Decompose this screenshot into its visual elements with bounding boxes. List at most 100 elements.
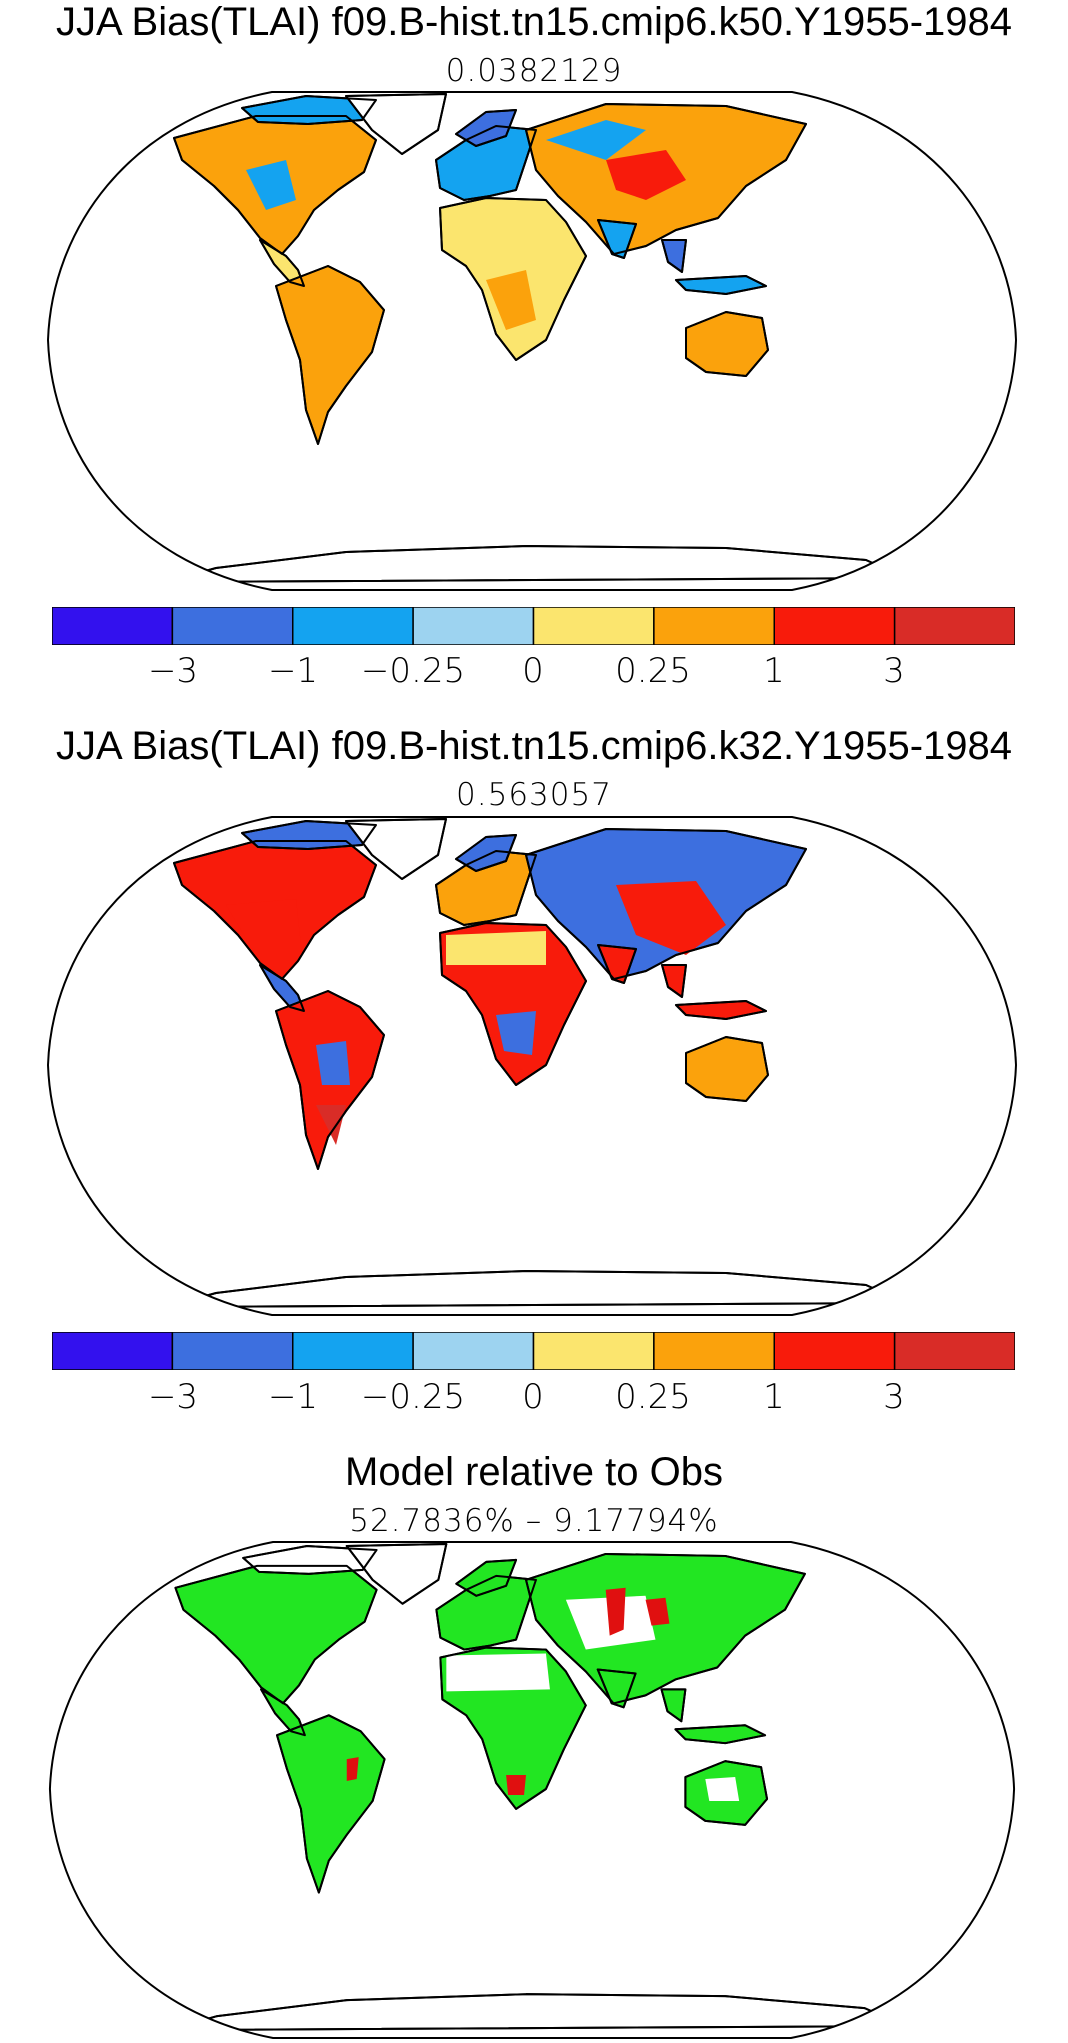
coastline-indonesia (674, 1724, 767, 1745)
coastline-india (596, 1668, 637, 1709)
coastline-indonesia (675, 1000, 767, 1020)
coastline-camerica (259, 964, 305, 1012)
landmass-antarctic (165, 545, 907, 583)
cbar1-tick-2: −0.25 (360, 651, 466, 691)
region-samerica3 (316, 1105, 346, 1145)
region-africa2 (486, 270, 536, 330)
panel2-subtitle: 0.563057 (456, 777, 612, 813)
colorbar-box-3 (412, 607, 535, 645)
coastline-africa (439, 1646, 587, 1810)
cbar2-tick-3: 0 (522, 1377, 544, 1417)
cbar2-tick-0: −3 (147, 1377, 199, 1417)
coastline-antarctic (165, 545, 907, 583)
region-africa2 (446, 1653, 550, 1692)
landmass-samerica (276, 1714, 386, 1894)
panel2-map (46, 816, 1018, 1316)
region-samerica2 (346, 1757, 359, 1782)
cbar1-tick-1: −1 (267, 651, 319, 691)
colorbar-box-2 (292, 607, 414, 645)
landmass-samerica (275, 265, 385, 445)
panel1-colorbar-labels: −3 −1 −0.25 0 0.25 1 3 (0, 654, 1068, 694)
colorbar-box-1 (171, 1332, 294, 1370)
coastline-scandi (455, 834, 517, 872)
panel2-colorbar (52, 1332, 1015, 1370)
coastline-canadaN (242, 1544, 378, 1575)
coastline-seasia (661, 239, 687, 273)
coastline-asia (525, 1552, 806, 1705)
region-asia (606, 150, 686, 200)
coastline-greenland (345, 1542, 448, 1605)
colorbar-box-4 (532, 607, 655, 645)
coastline-india (597, 219, 637, 259)
colorbar-box-0 (52, 607, 174, 645)
cbar1-tick-6: 3 (883, 651, 905, 691)
region-asia4 (645, 1597, 670, 1626)
region-africa3 (496, 1011, 536, 1055)
coastline-greenland (345, 93, 447, 155)
coastline-scandi (455, 109, 517, 147)
colorbar-box-4 (532, 1332, 655, 1370)
coastline-australia (685, 1036, 769, 1102)
region-asia2 (546, 120, 646, 160)
cbar1-tick-4: 0.25 (615, 651, 691, 691)
coastline-asia (525, 828, 807, 980)
colorbar-box-3 (412, 1332, 535, 1370)
panel3-map (48, 1540, 1016, 2040)
panel1-title: JJA Bias(TLAI) f09.B-hist.tn15.cmip6.k50… (55, 0, 1013, 44)
cbar2-tick-1: −1 (267, 1377, 319, 1417)
region-samerica2 (326, 300, 366, 350)
cbar2-tick-4: 0.25 (615, 1377, 691, 1417)
coastline-scandi (455, 1558, 518, 1597)
coastline-europe (435, 850, 537, 926)
coastline-australia (684, 1760, 769, 1826)
coastline-camerica (259, 239, 305, 287)
landmass-antarctic (165, 1270, 907, 1308)
region-namerica2 (246, 160, 296, 210)
coastline-samerica (275, 265, 385, 445)
cbar1-tick-0: −3 (147, 651, 199, 691)
cbar2-tick-6: 3 (883, 1377, 905, 1417)
coastline-india (597, 944, 637, 984)
cbar1-tick-3: 0 (522, 651, 544, 691)
panel1-subtitle: 0.0382129 (445, 53, 623, 89)
panel1-map (46, 91, 1018, 591)
region-samerica2 (316, 1041, 350, 1085)
region-asia (616, 881, 726, 955)
coastline-greenland (345, 818, 447, 880)
panel2-title: JJA Bias(TLAI) f09.B-hist.tn15.cmip6.k32… (55, 724, 1013, 768)
region-namerica2 (226, 899, 302, 955)
colorbar-box-0 (52, 1332, 174, 1370)
coastline-europe (435, 1574, 537, 1651)
coastline-africa (439, 197, 587, 361)
colorbar-box-6 (773, 1332, 896, 1370)
coastline-asia (525, 103, 807, 255)
panel3-subtitle: 52.7836% – 9.17794% (349, 1503, 719, 1539)
coastline-canadaN (241, 95, 377, 125)
colorbar-box-7 (893, 1332, 1015, 1370)
coastline-antarctic (166, 1993, 906, 2032)
coastline-seasia (660, 1688, 687, 1723)
region-africa3 (506, 1775, 527, 1795)
landmass-antarctic (166, 1993, 906, 2032)
panel3-title: Model relative to Obs (345, 1450, 723, 1494)
coastline-europe (435, 125, 537, 201)
colorbar-box-5 (653, 607, 776, 645)
colorbar-box-6 (773, 607, 896, 645)
coastline-seasia (661, 964, 687, 998)
region-australia2 (705, 1777, 740, 1801)
coastline-samerica (276, 1714, 386, 1894)
region-africa2 (446, 931, 546, 965)
coastline-indonesia (675, 275, 767, 295)
region-asia3 (605, 1587, 626, 1636)
colorbar-box-5 (653, 1332, 776, 1370)
cbar2-tick-5: 1 (763, 1377, 785, 1417)
coastline-antarctic (165, 1270, 907, 1308)
coastline-australia (685, 311, 769, 377)
coastline-samerica (275, 990, 385, 1170)
coastline-canadaN (241, 820, 377, 850)
coastline-camerica (260, 1688, 306, 1737)
panel2-colorbar-labels: −3 −1 −0.25 0 0.25 1 3 (0, 1380, 1068, 1420)
colorbar-box-7 (893, 607, 1015, 645)
cbar2-tick-2: −0.25 (360, 1377, 466, 1417)
colorbar-box-1 (171, 607, 294, 645)
